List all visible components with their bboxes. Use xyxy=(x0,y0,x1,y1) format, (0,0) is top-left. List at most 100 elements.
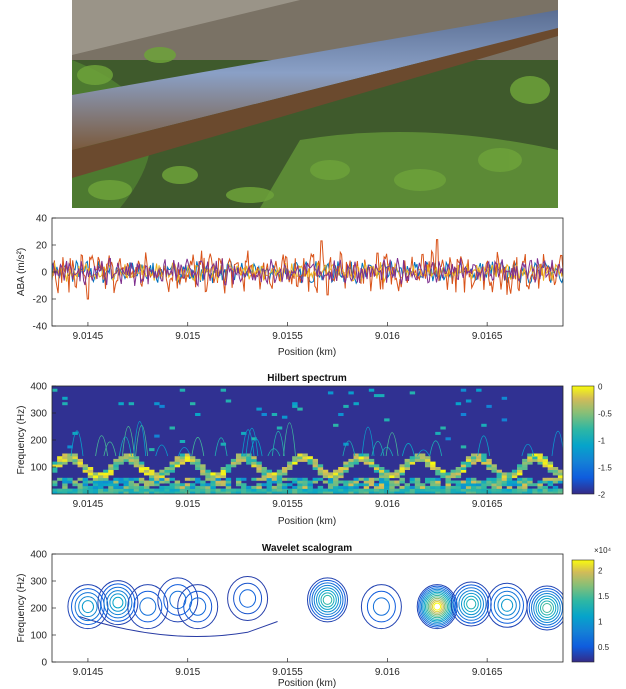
hilbert-cell xyxy=(430,485,436,489)
hilbert-cell xyxy=(189,491,196,494)
hilbert-cell xyxy=(52,461,58,465)
wavelet-contour-line xyxy=(227,576,269,621)
hilbert-cell xyxy=(77,461,83,465)
hilbert-cell xyxy=(143,491,150,494)
hilbert-colorbar-tick-label: 0 xyxy=(598,383,603,392)
hilbert-cell xyxy=(154,434,160,438)
hilbert-cell xyxy=(373,477,380,481)
hilbert-cell xyxy=(256,407,262,411)
hilbert-cell xyxy=(179,388,186,392)
hilbert-cell xyxy=(149,480,155,484)
hilbert-cell xyxy=(445,483,451,487)
hilbert-cell xyxy=(62,477,68,481)
hilbert-cell xyxy=(465,461,472,465)
wavelet-contour-line xyxy=(157,577,199,623)
hilbert-cell xyxy=(241,458,247,462)
hilbert-cell xyxy=(517,488,523,492)
hilbert-cell xyxy=(271,477,278,481)
hilbert-cell xyxy=(174,480,181,484)
hilbert-cell xyxy=(287,461,293,465)
hilbert-cell xyxy=(471,491,477,494)
hilbert-cell xyxy=(547,480,554,484)
hilbert-cell xyxy=(445,491,451,494)
hilbert-cell xyxy=(409,391,416,395)
hilbert-cell xyxy=(169,426,175,430)
hilbert-cell xyxy=(200,467,206,470)
hilbert-cell xyxy=(537,491,543,494)
hilbert-cell xyxy=(425,477,431,481)
hilbert-cell xyxy=(281,472,288,476)
hilbert-cell xyxy=(506,485,513,489)
hilbert-cell xyxy=(511,491,518,494)
hilbert-cell xyxy=(195,461,201,465)
hilbert-cell xyxy=(363,491,370,494)
hilbert-cell xyxy=(414,483,421,487)
hilbert-cell xyxy=(511,488,518,492)
hilbert-cell xyxy=(455,491,462,494)
hilbert-cell xyxy=(67,445,73,449)
hilbert-cell xyxy=(123,485,129,489)
hilbert-cell xyxy=(189,485,196,489)
hilbert-cell xyxy=(225,485,232,489)
hilbert-cell xyxy=(103,469,109,473)
hilbert-cell xyxy=(113,483,119,487)
hilbert-cell xyxy=(322,475,329,479)
wavelet-ytick-label: 400 xyxy=(30,550,47,561)
hilbert-cell xyxy=(322,491,329,494)
hilbert-cell xyxy=(547,464,554,468)
wavelet-colorbar-tick-label: 1.5 xyxy=(598,592,610,601)
wavelet-contour-line xyxy=(420,588,454,625)
hilbert-cell xyxy=(251,485,257,489)
hilbert-cell xyxy=(261,413,267,416)
hilbert-cell xyxy=(118,477,124,481)
hilbert-cell xyxy=(292,402,298,406)
hilbert-cell xyxy=(460,480,467,484)
hilbert-cell xyxy=(460,469,467,473)
hilbert-cell xyxy=(552,491,559,494)
hilbert-cell xyxy=(430,491,436,494)
hilbert-cell xyxy=(322,488,329,492)
hilbert-cell xyxy=(506,488,513,492)
hilbert-cell xyxy=(532,458,538,462)
hilbert-cell xyxy=(215,491,221,494)
hilbert-cell xyxy=(486,467,492,470)
hilbert-cell xyxy=(108,488,114,492)
hilbert-cell xyxy=(77,491,83,494)
hilbert-cell xyxy=(460,464,467,468)
hilbert-cell xyxy=(179,491,186,494)
hilbert-cell xyxy=(527,480,533,484)
hilbert-cell xyxy=(52,469,58,473)
hilbert-cell xyxy=(200,491,206,494)
hilbert-cell xyxy=(108,467,114,470)
hilbert-cell xyxy=(430,480,436,484)
hilbert-cell xyxy=(108,469,114,473)
hilbert-cell xyxy=(297,488,303,492)
hilbert-cell xyxy=(225,488,232,492)
hilbert-cell xyxy=(271,472,278,476)
wavelet-ticks: 9.0145 9.015 9.0155 9.016 9.0165 400 300 200 100… xyxy=(30,550,503,679)
hilbert-cell xyxy=(379,485,385,489)
hilbert-cell xyxy=(312,477,319,481)
hilbert-cell xyxy=(343,491,349,494)
hilbert-cell xyxy=(445,437,451,441)
hilbert-cell xyxy=(62,402,68,406)
wavelet-contour-line xyxy=(322,594,333,605)
hilbert-cell xyxy=(399,491,405,494)
hilbert-cell xyxy=(486,464,492,468)
hilbert-cell xyxy=(419,491,426,494)
wavelet-xlabel: Position (km) xyxy=(278,678,336,689)
hilbert-cell xyxy=(266,475,273,479)
hilbert-cell xyxy=(450,472,456,476)
hilbert-cell xyxy=(118,485,124,489)
aba-xtick-label: 9.016 xyxy=(375,331,400,342)
hilbert-ridge xyxy=(417,449,430,457)
hilbert-xtick-label: 9.0145 xyxy=(73,499,104,510)
hilbert-cell xyxy=(445,475,451,479)
hilbert-cell xyxy=(149,448,155,452)
aba-series-group xyxy=(52,239,563,300)
hilbert-cell xyxy=(62,488,68,492)
hilbert-cell xyxy=(481,423,487,427)
hilbert-cell xyxy=(486,488,492,492)
hilbert-cell xyxy=(455,469,462,473)
hilbert-cell xyxy=(154,472,160,476)
